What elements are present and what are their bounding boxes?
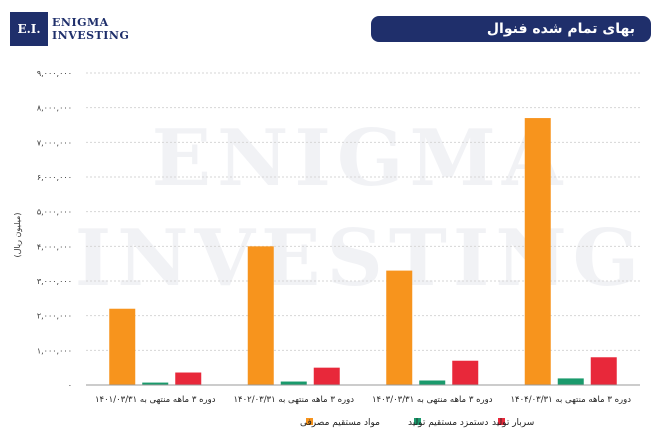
y-tick-label: ۷,۰۰۰,۰۰۰ bbox=[37, 138, 72, 147]
legend-label: دستمزد مستقیم تولید bbox=[408, 418, 488, 428]
bar bbox=[386, 270, 413, 385]
watermark: ENIGMA INVESTING bbox=[75, 113, 646, 304]
bar bbox=[142, 382, 169, 385]
x-tick-label: دوره ۳ ماهه منتهی به ۱۴۰۳/۰۳/۳۱ bbox=[372, 395, 493, 405]
bar bbox=[247, 246, 274, 385]
watermark-line1: ENIGMA bbox=[152, 113, 569, 204]
legend-label: مواد مستقیم مصرفی bbox=[300, 418, 380, 428]
legend-swatch bbox=[414, 418, 421, 425]
legend-swatch bbox=[306, 418, 313, 425]
legend-swatch bbox=[498, 418, 505, 425]
y-tick-label: ۱,۰۰۰,۰۰۰ bbox=[37, 346, 72, 355]
logo-line2: INVESTING bbox=[52, 29, 130, 42]
logo-line1: ENIGMA bbox=[52, 16, 109, 29]
y-tick-label: ۸,۰۰۰,۰۰۰ bbox=[37, 104, 72, 113]
bar bbox=[313, 367, 340, 385]
y-tick-label: ۵,۰۰۰,۰۰۰ bbox=[37, 208, 72, 217]
y-axis-label: (میلیون ریال) bbox=[13, 213, 22, 258]
grid-lines bbox=[86, 72, 640, 351]
bar bbox=[557, 378, 584, 385]
bar bbox=[590, 357, 617, 385]
x-tick-labels: دوره ۳ ماهه منتهی به ۱۴۰۱/۰۳/۳۱ دوره ۳ ما… bbox=[95, 395, 631, 405]
y-tick-label: ۹,۰۰۰,۰۰۰ bbox=[37, 69, 72, 78]
y-tick-label: ۳,۰۰۰,۰۰۰ bbox=[37, 277, 72, 286]
y-tick-label: ۰ bbox=[68, 381, 72, 390]
bar bbox=[524, 118, 551, 386]
logo-mark: E.I. bbox=[10, 12, 48, 46]
watermark-line2: INVESTING bbox=[75, 213, 646, 304]
legend-label: سربار تولید bbox=[492, 418, 534, 428]
bar bbox=[109, 308, 136, 385]
logo-text: ENIGMA INVESTING bbox=[52, 16, 129, 42]
logo: E.I. ENIGMA INVESTING bbox=[10, 12, 129, 46]
bars bbox=[109, 118, 617, 386]
x-tick-label: دوره ۳ ماهه منتهی به ۱۴۰۲/۰۳/۳۱ bbox=[233, 395, 354, 405]
y-tick-label: ۴,۰۰۰,۰۰۰ bbox=[37, 242, 72, 251]
x-tick-label: دوره ۳ ماهه منتهی به ۱۴۰۱/۰۳/۳۱ bbox=[95, 395, 216, 405]
x-tick-label: دوره ۳ ماهه منتهی به ۱۴۰۴/۰۳/۳۱ bbox=[510, 395, 631, 405]
y-tick-label: ۲,۰۰۰,۰۰۰ bbox=[37, 312, 72, 321]
bar bbox=[175, 372, 202, 385]
bar bbox=[419, 380, 446, 385]
chart-title: بهای تمام شده فنوال bbox=[371, 16, 651, 42]
bar bbox=[280, 381, 307, 385]
y-tick-labels: ۰ ۱,۰۰۰,۰۰۰ ۲,۰۰۰,۰۰۰ ۳,۰۰۰,۰۰۰ ۴,۰۰۰,۰۰۰ ۵,۰… bbox=[37, 69, 72, 390]
y-tick-label: ۶,۰۰۰,۰۰۰ bbox=[37, 173, 72, 182]
legend: مواد مستقیم مصرفی دستمزد مستقیم تولید سربا… bbox=[300, 418, 534, 428]
bar bbox=[452, 360, 479, 385]
